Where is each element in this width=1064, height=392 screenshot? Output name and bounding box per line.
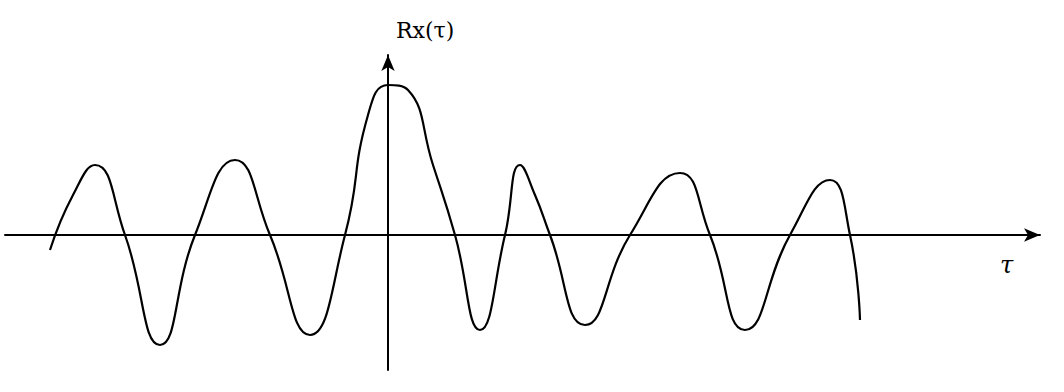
svg-text:Rx(τ): Rx(τ) [396,18,454,43]
svg-text:τ: τ [1000,251,1014,279]
